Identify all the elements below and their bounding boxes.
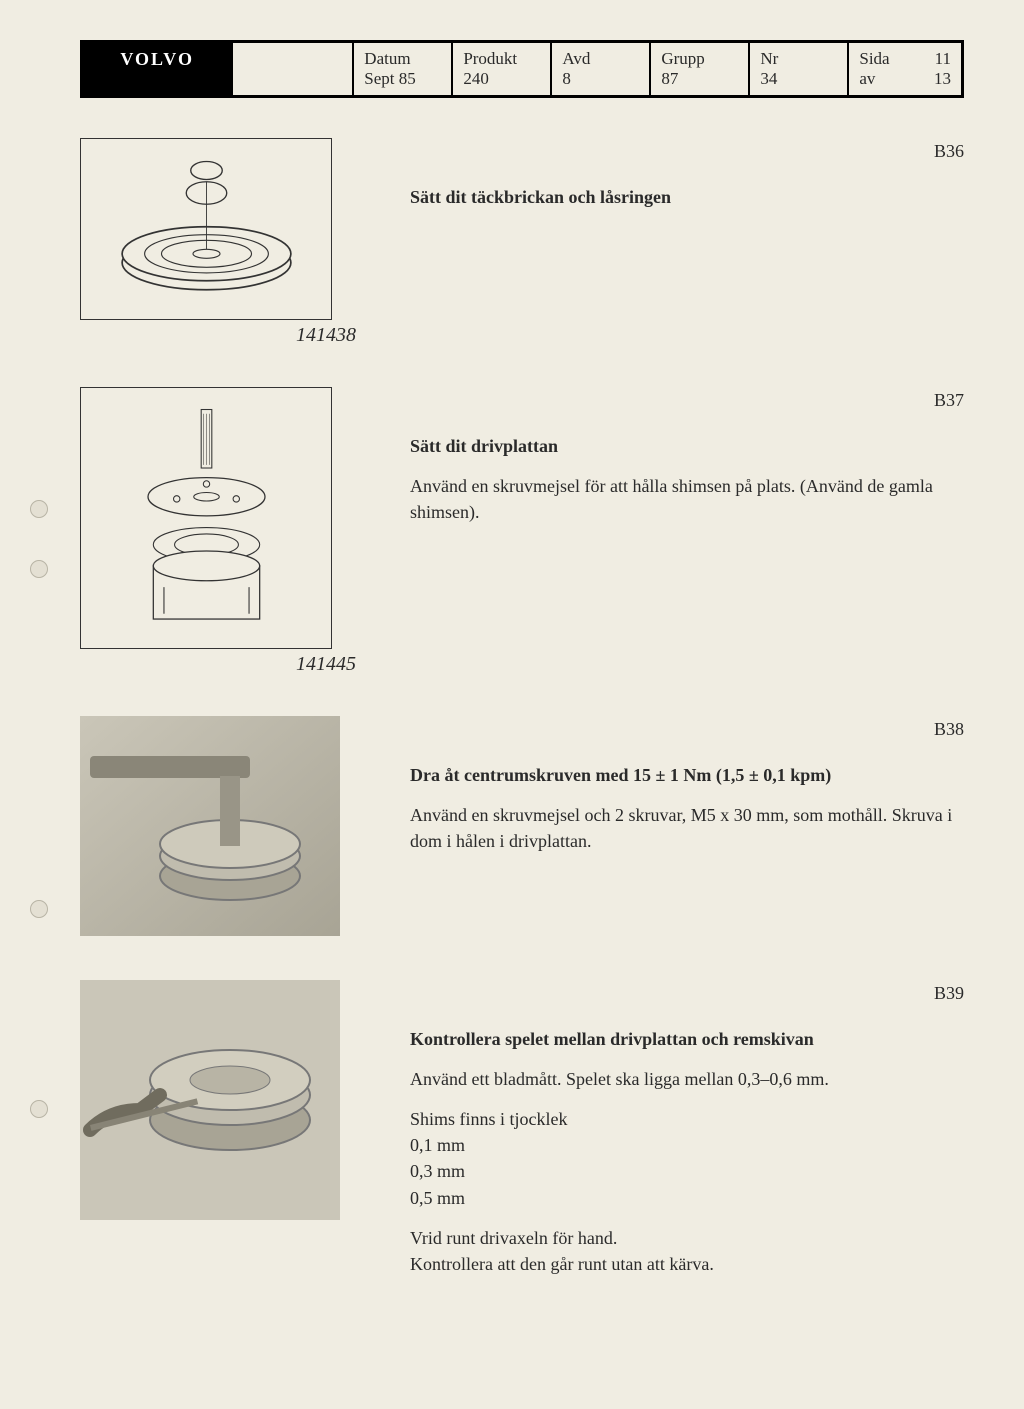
step-body-text: Använd ett bladmått. Spelet ska ligga me… bbox=[410, 1066, 964, 1092]
service-manual-page: VOLVO Datum Sept 85 Produkt 240 Avd 8 Gr… bbox=[0, 0, 1024, 1409]
cover-washer-drawing-icon bbox=[94, 148, 319, 310]
header-value: 34 bbox=[760, 69, 837, 89]
header-label: Grupp bbox=[661, 49, 738, 69]
photo-illustration bbox=[80, 980, 340, 1220]
step-text-column: B36 Sätt dit täckbrickan och låsringen bbox=[380, 138, 964, 224]
header-cell-grupp: Grupp 87 bbox=[650, 42, 749, 97]
line-drawing-frame bbox=[80, 138, 332, 320]
header-label: Nr bbox=[760, 49, 837, 69]
header-cell-page: Sida 11 av 13 bbox=[848, 42, 962, 97]
feeler-gauge-photo-icon bbox=[80, 980, 340, 1220]
punch-hole-icon bbox=[30, 1100, 48, 1118]
header-cell-produkt: Produkt 240 bbox=[452, 42, 551, 97]
header-cell-avd: Avd 8 bbox=[551, 42, 650, 97]
header-value: 87 bbox=[661, 69, 738, 89]
illustration-column: 141445 bbox=[80, 387, 380, 676]
step-section-b38: B38 Dra åt centrumskruven med 15 ± 1 Nm … bbox=[80, 716, 964, 940]
photo-illustration bbox=[80, 716, 340, 936]
step-section-b36: 141438 B36 Sätt dit täckbrickan och låsr… bbox=[80, 138, 964, 347]
step-title: Kontrollera spelet mellan drivplattan oc… bbox=[410, 1026, 964, 1052]
step-code: B37 bbox=[410, 387, 964, 413]
step-title: Dra åt centrumskruven med 15 ± 1 Nm (1,5… bbox=[410, 762, 964, 788]
torque-wrench-photo-icon bbox=[80, 716, 340, 936]
page-of-label: av bbox=[859, 69, 875, 89]
illustration-column bbox=[80, 980, 380, 1224]
line-drawing-frame bbox=[80, 387, 332, 649]
page-label: Sida bbox=[859, 49, 889, 69]
step-text-column: B37 Sätt dit drivplattan Använd en skruv… bbox=[380, 387, 964, 539]
document-header-table: VOLVO Datum Sept 85 Produkt 240 Avd 8 Gr… bbox=[80, 40, 964, 98]
header-value: 8 bbox=[562, 69, 639, 89]
header-cell-nr: Nr 34 bbox=[749, 42, 848, 97]
step-body-text: Shims finns i tjocklek 0,1 mm 0,3 mm 0,5… bbox=[410, 1106, 964, 1210]
illustration-column: 141438 bbox=[80, 138, 380, 347]
step-code: B39 bbox=[410, 980, 964, 1006]
step-code: B38 bbox=[410, 716, 964, 742]
figure-number: 141445 bbox=[80, 653, 380, 676]
header-value: Sept 85 bbox=[364, 69, 441, 89]
step-body-text: Vrid runt drivaxeln för hand. Kontroller… bbox=[410, 1225, 964, 1277]
step-body-text: Använd en skruvmejsel för att hålla shim… bbox=[410, 473, 964, 525]
step-section-b39: B39 Kontrollera spelet mellan drivplatta… bbox=[80, 980, 964, 1291]
header-value: 240 bbox=[463, 69, 540, 89]
step-title: Sätt dit drivplattan bbox=[410, 433, 964, 459]
header-cell-datum: Datum Sept 85 bbox=[353, 42, 452, 97]
step-title: Sätt dit täckbrickan och låsringen bbox=[410, 184, 964, 210]
header-label: Avd bbox=[562, 49, 639, 69]
step-text-column: B38 Dra åt centrumskruven med 15 ± 1 Nm … bbox=[380, 716, 964, 868]
punch-hole-icon bbox=[30, 500, 48, 518]
page-total: 13 bbox=[934, 69, 951, 89]
illustration-column bbox=[80, 716, 380, 940]
punch-hole-icon bbox=[30, 560, 48, 578]
page-content: 141438 B36 Sätt dit täckbrickan och låsr… bbox=[80, 138, 964, 1291]
header-label: Datum bbox=[364, 49, 441, 69]
step-code: B36 bbox=[410, 138, 964, 164]
volvo-logo: VOLVO bbox=[82, 42, 233, 97]
page-number: 11 bbox=[935, 49, 951, 69]
header-label: Produkt bbox=[463, 49, 540, 69]
step-section-b37: 141445 B37 Sätt dit drivplattan Använd e… bbox=[80, 387, 964, 676]
punch-hole-icon bbox=[30, 900, 48, 918]
drive-plate-drawing-icon bbox=[94, 401, 319, 635]
header-blank-cell bbox=[232, 42, 353, 97]
step-text-column: B39 Kontrollera spelet mellan drivplatta… bbox=[380, 980, 964, 1291]
figure-number: 141438 bbox=[80, 324, 380, 347]
step-body-text: Använd en skruvmejsel och 2 skruvar, M5 … bbox=[410, 802, 964, 854]
